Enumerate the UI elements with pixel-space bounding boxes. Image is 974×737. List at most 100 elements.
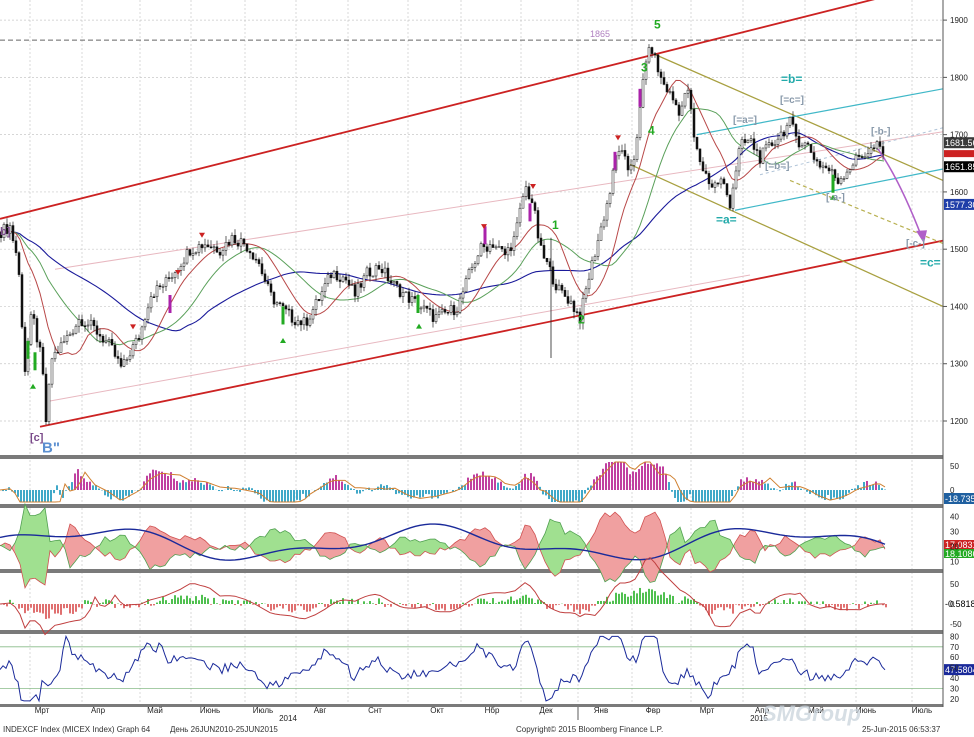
macd-bar <box>510 596 512 604</box>
macd-bar <box>651 589 653 604</box>
candle-body <box>32 314 36 319</box>
price-label-bg <box>944 198 974 210</box>
osc-bar <box>719 490 721 502</box>
macd-bar <box>9 599 11 604</box>
osc-bar <box>251 488 253 490</box>
tick-label: 1500 <box>950 245 968 254</box>
candle-body <box>872 147 876 150</box>
osc-bar <box>812 490 814 493</box>
candle-body <box>245 243 249 252</box>
osc-bar <box>395 490 397 495</box>
macd-bar <box>171 599 173 604</box>
macd-bar <box>801 601 803 604</box>
macd-bar <box>591 604 593 606</box>
osc-bar <box>575 490 577 501</box>
macd-bar <box>87 600 89 604</box>
separator <box>0 569 943 573</box>
candle-body <box>173 272 177 279</box>
dmi-fill <box>150 525 155 570</box>
macd-bar <box>597 601 599 604</box>
osc-bar <box>659 466 661 490</box>
osc-bar <box>503 486 505 490</box>
candle-body <box>98 334 102 337</box>
osc-bar <box>671 490 673 492</box>
dmi-fill <box>490 531 495 557</box>
osc-bar <box>284 490 286 502</box>
dmi-fill <box>595 519 600 571</box>
candle-body <box>692 108 696 138</box>
candle-body <box>320 291 324 301</box>
dmi-fill <box>200 537 205 556</box>
candle-body <box>479 243 483 257</box>
macd-bar <box>867 604 869 607</box>
osc-bar <box>56 485 58 490</box>
candle-body <box>662 77 666 85</box>
candle-body <box>239 238 243 247</box>
main-panel <box>0 0 943 455</box>
macd-bar <box>855 604 857 605</box>
cyan-top <box>696 88 944 136</box>
candle-body <box>833 169 837 179</box>
candle-body <box>89 319 93 326</box>
candle-body <box>77 319 81 327</box>
dmi-fill <box>250 539 255 555</box>
osc-bar <box>125 490 127 496</box>
candle-body <box>107 339 111 342</box>
macd-bar <box>426 604 428 609</box>
dmi-fill <box>405 537 410 554</box>
osc-bar <box>641 465 643 490</box>
macd-bar <box>165 600 167 604</box>
macd-bar <box>219 604 221 605</box>
osc-bar <box>740 479 742 490</box>
candle-body <box>494 246 498 249</box>
macd-bar <box>405 604 407 606</box>
highlight-candle <box>26 340 30 359</box>
candle-body <box>80 319 84 326</box>
macd-bar <box>57 604 59 614</box>
dmi-fill <box>545 519 550 571</box>
dmi-fill <box>475 528 480 567</box>
price-label: 1577.30 <box>945 200 974 210</box>
osc-bar <box>380 484 382 490</box>
macd-bar <box>384 604 386 607</box>
osc-bar <box>590 485 592 490</box>
candle-body <box>185 249 189 264</box>
osc-bar <box>569 490 571 502</box>
candle-body <box>392 281 396 284</box>
dmi-fill <box>260 536 265 558</box>
wave-label: B" <box>42 439 60 456</box>
candle-body <box>410 296 414 303</box>
candle-body <box>812 152 816 160</box>
candle-body <box>308 318 312 326</box>
macd-bar <box>402 604 404 606</box>
osc-bar <box>581 490 583 502</box>
dmi-fill <box>790 539 795 555</box>
dmi-fill <box>580 536 585 555</box>
macd-bar <box>378 598 380 604</box>
macd-bar <box>429 604 431 606</box>
dmi-fill <box>0 542 5 548</box>
osc-bar <box>701 490 703 502</box>
macd-bar <box>420 604 422 608</box>
candle-body <box>314 299 318 310</box>
macd-bar <box>390 604 392 607</box>
dmi-fill <box>825 536 830 557</box>
osc-bar <box>509 488 511 490</box>
dmi-fill <box>50 540 55 557</box>
candle-body <box>329 274 333 279</box>
macd-bar <box>633 590 635 604</box>
dmi-fill <box>755 531 760 564</box>
tick-label: 1900 <box>950 16 968 25</box>
month-label: Окт <box>430 706 444 715</box>
osc-bar <box>305 490 307 498</box>
osc-bar <box>338 480 340 490</box>
dmi-fill <box>240 542 245 550</box>
macd-bar <box>714 604 716 611</box>
candle-body <box>158 285 162 287</box>
osc-bar <box>341 481 343 490</box>
signal-marker <box>130 324 136 330</box>
osc-bar <box>746 477 748 490</box>
osc-bar <box>149 473 151 490</box>
osc-bar <box>356 490 358 494</box>
candle-body <box>137 337 141 340</box>
